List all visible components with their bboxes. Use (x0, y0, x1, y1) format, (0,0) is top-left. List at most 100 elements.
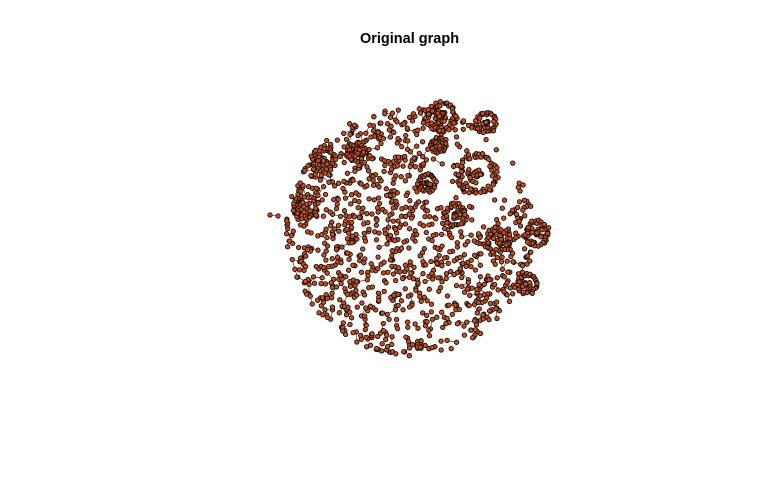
graph-node (479, 151, 486, 157)
graph-node (333, 156, 339, 162)
graph-node (400, 275, 406, 282)
graph-node (429, 270, 435, 277)
graph-node (524, 239, 531, 245)
graph-node (383, 186, 389, 192)
graph-node (323, 226, 329, 232)
graph-node (391, 188, 397, 194)
graph-node (403, 204, 409, 210)
graph-node (339, 244, 345, 250)
graph-node (310, 274, 317, 280)
graph-node (404, 319, 411, 325)
graph-node (348, 224, 355, 230)
graph-node (322, 240, 328, 246)
graph-node (424, 208, 431, 214)
graph-node (429, 316, 436, 323)
graph-node (323, 207, 329, 213)
graph-node (364, 210, 370, 217)
graph-node (340, 328, 346, 334)
graph-node (468, 263, 474, 270)
graph-node (340, 185, 346, 192)
graph-node (368, 261, 374, 267)
graph-node (522, 213, 528, 219)
graph-node (467, 174, 473, 181)
graph-node (320, 213, 327, 219)
graph-node (498, 259, 505, 265)
graph-node (358, 269, 365, 275)
graph-node (437, 284, 444, 291)
graph-node (417, 253, 423, 259)
graph-node (289, 256, 295, 263)
graph-node (420, 154, 426, 160)
graph-node (422, 213, 428, 220)
graph-node (433, 216, 439, 222)
graph-node (423, 229, 429, 236)
graph-node (477, 273, 484, 280)
graph-node (382, 209, 388, 215)
graph-node (402, 178, 409, 184)
graph-node (494, 169, 500, 175)
graph-node (295, 244, 302, 251)
graph-node (370, 128, 377, 134)
graph-node (461, 332, 468, 338)
graph-node (545, 225, 552, 231)
graph-node (320, 183, 327, 190)
graph-node (513, 211, 520, 218)
graph-node (387, 212, 393, 218)
graph-node (317, 177, 323, 183)
graph-node (379, 310, 386, 316)
graph-node (354, 304, 360, 310)
graph-node (358, 336, 364, 342)
graph-node (390, 180, 396, 186)
graph-node (361, 230, 367, 237)
graph-node (406, 245, 412, 251)
graph-node (327, 209, 333, 215)
graph-node (383, 336, 389, 343)
graph-node (454, 240, 460, 246)
graph-node (328, 280, 334, 286)
graph-node (413, 287, 419, 293)
graph-node (324, 161, 330, 167)
graph-node (348, 192, 355, 198)
graph-node (329, 304, 336, 310)
graph-node (520, 207, 526, 213)
graph-node (374, 217, 380, 223)
graph-node (303, 253, 309, 259)
graph-node (472, 118, 479, 124)
graph-node (319, 231, 325, 238)
graph-node (355, 132, 361, 139)
graph-node (275, 213, 281, 219)
graph-node (499, 205, 505, 211)
graph-node (424, 319, 430, 325)
graph-node (374, 145, 381, 151)
graph-node (409, 342, 416, 348)
graph-node (420, 310, 426, 316)
graph-node (385, 217, 391, 223)
graph-node (341, 130, 347, 137)
graph-node (436, 127, 443, 134)
graph-node (298, 258, 304, 264)
graph-node (467, 292, 473, 299)
graph-node (405, 324, 411, 330)
graph-node (423, 262, 429, 268)
graph-node (405, 293, 412, 299)
graph-node (345, 250, 351, 256)
graph-node (315, 157, 321, 164)
graph-node (484, 295, 490, 301)
graph-node (384, 343, 391, 350)
graph-node (304, 246, 311, 253)
graph-node (389, 110, 396, 116)
graph-node (405, 138, 411, 144)
graph-node (425, 106, 431, 113)
plot-title: Original graph (359, 31, 460, 47)
graph-node (490, 235, 497, 242)
graph-node (328, 167, 334, 173)
graph-node (347, 309, 353, 315)
graph-node (349, 219, 355, 226)
graph-node (415, 127, 421, 133)
graph-node (389, 334, 395, 340)
graph-node (363, 130, 369, 136)
graph-node (381, 168, 387, 175)
graph-node (319, 295, 326, 301)
graph-node (370, 182, 377, 188)
graph-node (318, 280, 324, 287)
